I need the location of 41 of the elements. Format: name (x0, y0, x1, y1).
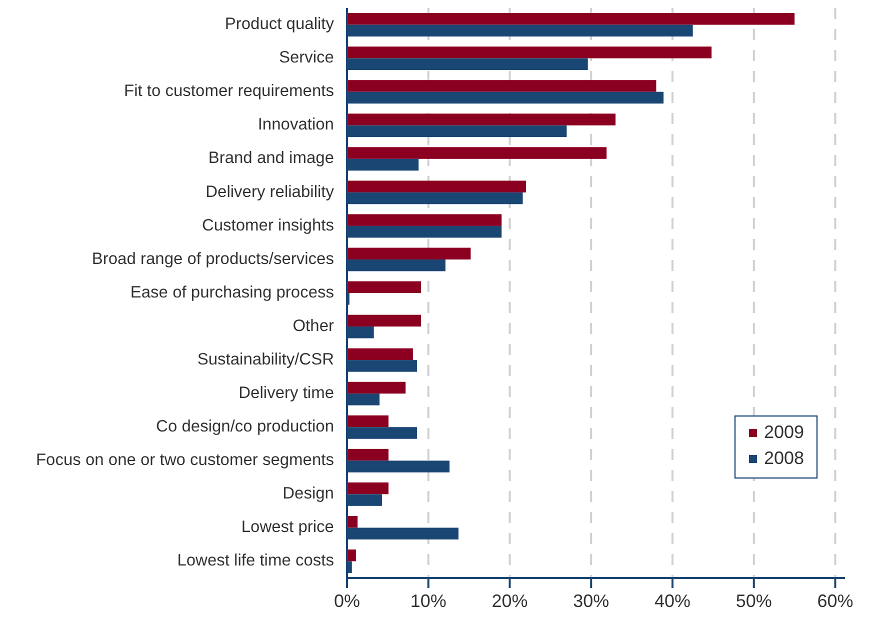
bar (347, 448, 388, 461)
x-tick-label: 30% (573, 591, 610, 611)
bar (347, 348, 413, 360)
bar (347, 180, 526, 192)
bar (347, 281, 422, 293)
bar (347, 114, 616, 126)
bar (347, 46, 712, 58)
y-tick-label: Co design/co production (156, 417, 334, 436)
y-tick-label: Lowest life time costs (177, 552, 334, 570)
y-tick-label: Brand and image (208, 149, 334, 168)
x-tick-label: 0% (334, 591, 360, 611)
y-tick-label: Service (278, 48, 334, 67)
x-tick-label: 60% (817, 591, 854, 611)
y-tick-label: Lowest price (241, 518, 334, 536)
y-tick-label: Innovation (258, 116, 334, 134)
y-tick-label: Broad range of products/services (92, 250, 334, 268)
y-tick-label: Ease of purchasing process (130, 283, 334, 302)
bar (347, 13, 795, 25)
y-tick-label: Customer insights (202, 216, 334, 234)
y-tick-label: Other (292, 316, 334, 335)
y-tick-label: Delivery reliability (206, 182, 335, 201)
bar (347, 314, 422, 327)
legend-label: 2009 (764, 422, 804, 442)
y-tick-label: Design (282, 484, 334, 503)
y-tick-label: Product quality (224, 15, 335, 34)
y-tick-label: Fit to customer requirements (124, 82, 334, 100)
x-tick-label: 20% (492, 591, 528, 611)
bar (347, 147, 607, 159)
y-tick-label: Delivery time (238, 384, 334, 402)
x-tick-label: 40% (654, 591, 691, 611)
bar (347, 80, 656, 92)
bar (347, 382, 406, 394)
x-tick-label: 10% (410, 591, 446, 611)
bar (347, 248, 471, 260)
bar (347, 415, 388, 428)
bar (347, 482, 388, 494)
x-tick-label: 50% (736, 591, 772, 611)
bar (347, 214, 502, 226)
y-tick-label: Sustainability/CSR (197, 350, 334, 368)
legend-label: 2008 (764, 448, 804, 468)
y-tick-label: Focus on one or two customer segments (36, 451, 334, 470)
